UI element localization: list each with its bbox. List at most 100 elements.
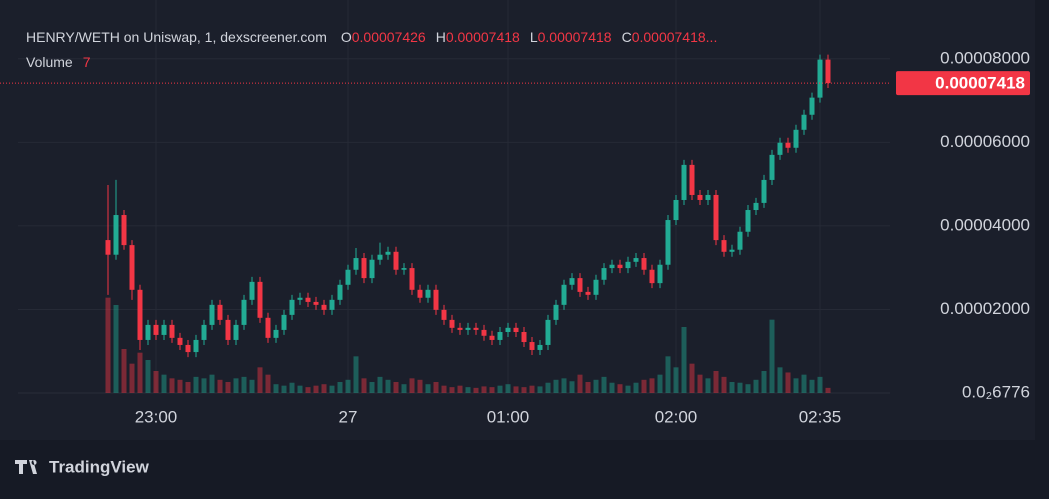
volume-bar bbox=[297, 385, 303, 393]
volume-bar bbox=[385, 379, 391, 393]
candle-body bbox=[617, 264, 623, 269]
volume-bar bbox=[145, 360, 151, 393]
volume-bar bbox=[177, 379, 183, 393]
candle-body bbox=[673, 199, 679, 221]
x-tick-label: 01:00 bbox=[487, 407, 530, 426]
volume-bar bbox=[577, 374, 583, 393]
ohlc-value: 0.00007426 bbox=[352, 29, 426, 45]
volume-bar bbox=[337, 382, 343, 393]
candle-body bbox=[721, 240, 727, 252]
volume-bar bbox=[457, 385, 463, 393]
candle-body bbox=[217, 304, 223, 320]
candle-body bbox=[753, 202, 759, 211]
candle-body bbox=[761, 179, 767, 203]
volume-bar bbox=[537, 386, 543, 393]
candle-body bbox=[153, 324, 159, 335]
candle-body bbox=[553, 304, 559, 320]
volume-bar bbox=[409, 378, 415, 393]
volume-bar bbox=[441, 385, 447, 393]
volume-bar bbox=[753, 379, 759, 393]
volume-bar bbox=[257, 367, 263, 393]
candle-body bbox=[225, 319, 231, 340]
volume-bar bbox=[281, 385, 287, 393]
candle-body bbox=[537, 344, 543, 350]
volume-bar bbox=[121, 349, 127, 393]
volume-bar bbox=[265, 374, 271, 393]
candle-body bbox=[521, 332, 527, 343]
candle-body bbox=[481, 329, 487, 336]
volume-bar bbox=[673, 367, 679, 393]
candle-body bbox=[273, 329, 279, 338]
volume-bar bbox=[641, 379, 647, 393]
volume-bar bbox=[153, 371, 159, 393]
volume-bar bbox=[745, 384, 751, 393]
candle-body bbox=[729, 249, 735, 252]
candle-body bbox=[137, 289, 143, 340]
volume-bar bbox=[561, 378, 567, 393]
candle-body bbox=[657, 264, 663, 284]
candle-body bbox=[249, 281, 255, 300]
volume-bar bbox=[305, 387, 311, 393]
candle-body bbox=[777, 142, 783, 155]
label-layer: 0.00002000 0.00004000 0.00006000 0.00008000… bbox=[135, 48, 1030, 426]
candle-body bbox=[505, 327, 511, 333]
volume-bar bbox=[601, 376, 607, 393]
candle-layer bbox=[0, 54, 890, 358]
volume-bar bbox=[729, 382, 735, 393]
candle-body bbox=[105, 240, 111, 255]
ohlc-key: C bbox=[622, 29, 632, 45]
y-tick-label: 0.00008000 bbox=[940, 48, 1030, 67]
volume-bar bbox=[521, 387, 527, 393]
volume-label: Volume bbox=[26, 54, 73, 70]
watermark: TradingView bbox=[15, 457, 150, 476]
candle-body bbox=[169, 324, 175, 338]
candle-body bbox=[705, 194, 711, 200]
volume-bar bbox=[345, 379, 351, 393]
ohlc: O0.00007426 H0.00007418 L0.00007418 C0.0000… bbox=[341, 29, 717, 45]
y-tick-label: 0.00002000 bbox=[940, 299, 1030, 318]
candle-body bbox=[241, 299, 247, 325]
x-tick-label: 02:35 bbox=[799, 407, 842, 426]
candle-body bbox=[641, 258, 647, 270]
candle-body bbox=[817, 59, 823, 98]
volume-bar bbox=[681, 327, 687, 393]
candle-body bbox=[497, 332, 503, 340]
y-tick-label: 0.00006000 bbox=[940, 132, 1030, 151]
candle-body bbox=[593, 279, 599, 295]
candle-body bbox=[457, 327, 463, 330]
candle-body bbox=[713, 194, 719, 241]
volume-bar bbox=[617, 384, 623, 393]
candle-body bbox=[209, 304, 215, 325]
volume-bar bbox=[697, 374, 703, 393]
ohlc-value: 0.00007418... bbox=[632, 29, 718, 45]
tradingview-logo bbox=[15, 460, 37, 474]
volume-bar bbox=[161, 374, 167, 393]
candle-body bbox=[689, 164, 695, 195]
candle-body bbox=[321, 304, 327, 310]
volume-legend: Volume 7 bbox=[26, 54, 91, 70]
volume-bar bbox=[329, 385, 335, 393]
candle-body bbox=[329, 299, 335, 310]
volume-bar bbox=[353, 356, 359, 393]
candle-body bbox=[425, 289, 431, 298]
volume-bar bbox=[425, 384, 431, 393]
volume-value: 7 bbox=[83, 54, 91, 70]
candle-body bbox=[449, 319, 455, 328]
candle-body bbox=[313, 301, 319, 305]
candle-body bbox=[353, 258, 359, 270]
volume-bar bbox=[481, 386, 487, 393]
volume-bar bbox=[137, 352, 143, 393]
volume-bar bbox=[737, 382, 743, 393]
volume-bar bbox=[417, 379, 423, 393]
candle-body bbox=[409, 268, 415, 290]
candle-body bbox=[489, 335, 495, 340]
candle-body bbox=[297, 297, 303, 300]
candle-body bbox=[745, 210, 751, 232]
volume-bar bbox=[313, 385, 319, 393]
volume-bar bbox=[705, 378, 711, 393]
volume-bar bbox=[689, 363, 695, 393]
candle-body bbox=[697, 194, 703, 200]
volume-bar bbox=[321, 384, 327, 393]
candle-body bbox=[513, 327, 519, 333]
